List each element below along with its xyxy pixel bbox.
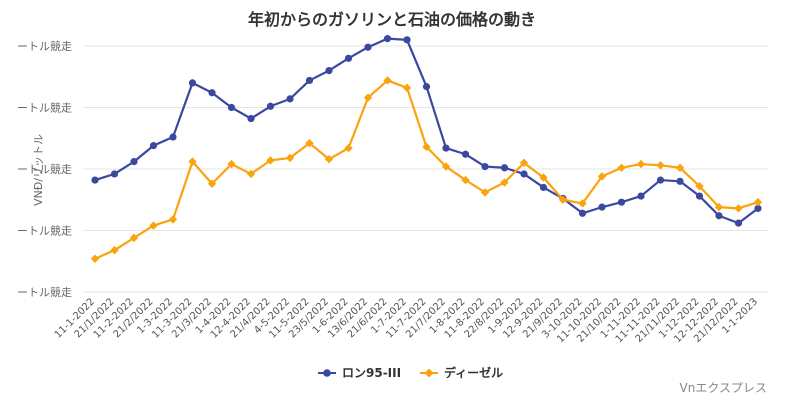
data-point bbox=[539, 183, 548, 192]
data-point bbox=[383, 76, 392, 85]
data-point bbox=[754, 204, 762, 212]
data-point bbox=[675, 163, 685, 172]
data-point bbox=[598, 203, 606, 211]
data-point bbox=[636, 159, 646, 169]
data-point bbox=[149, 221, 158, 230]
y-tick-label: ートル競走 bbox=[17, 39, 72, 53]
data-point bbox=[227, 103, 236, 112]
data-point bbox=[500, 164, 509, 172]
legend-marker bbox=[323, 369, 331, 377]
data-point bbox=[676, 177, 684, 185]
data-point bbox=[578, 209, 587, 217]
data-point bbox=[246, 169, 256, 179]
series-lines bbox=[90, 35, 763, 263]
data-point bbox=[324, 154, 334, 164]
data-point bbox=[656, 176, 665, 184]
data-point bbox=[520, 170, 528, 178]
data-point bbox=[286, 95, 294, 103]
data-point bbox=[383, 35, 392, 43]
data-point bbox=[266, 156, 275, 165]
data-point bbox=[285, 153, 295, 163]
data-point bbox=[480, 188, 490, 197]
data-point bbox=[695, 192, 704, 200]
data-point bbox=[714, 202, 724, 212]
y-axis-label: VNĐ/リットル bbox=[32, 134, 45, 206]
data-point bbox=[266, 102, 275, 110]
data-point bbox=[207, 179, 217, 188]
data-point bbox=[169, 133, 177, 141]
y-tick-label: ートル競走 bbox=[17, 285, 72, 299]
data-point bbox=[558, 195, 568, 204]
data-point bbox=[149, 142, 158, 150]
data-point bbox=[188, 79, 197, 87]
data-point bbox=[91, 176, 99, 184]
legend-label: ディーゼル bbox=[444, 365, 503, 380]
x-tick-labels: 11-1-202221/1/202211-2-202221/2/20221-3-… bbox=[53, 296, 760, 345]
data-point bbox=[695, 182, 704, 191]
data-point bbox=[188, 157, 197, 166]
data-point bbox=[734, 219, 743, 227]
data-point bbox=[168, 215, 178, 224]
data-point bbox=[208, 89, 216, 97]
data-point bbox=[305, 138, 314, 148]
source-credit: Vnエクスプレス bbox=[680, 381, 767, 395]
y-tick-label: ートル競走 bbox=[17, 224, 72, 238]
data-point bbox=[247, 114, 255, 123]
legend-item-diesel: ディーゼル bbox=[420, 365, 503, 380]
data-point bbox=[617, 163, 626, 172]
data-point bbox=[597, 172, 607, 181]
data-point bbox=[130, 158, 138, 166]
data-point bbox=[441, 162, 451, 171]
data-point bbox=[403, 36, 411, 44]
data-point bbox=[461, 150, 470, 158]
data-point bbox=[519, 158, 529, 168]
data-point bbox=[461, 175, 470, 185]
data-point bbox=[305, 76, 314, 85]
legend-label: ロン95-III bbox=[342, 366, 401, 380]
data-point bbox=[500, 178, 509, 187]
data-point bbox=[129, 233, 139, 243]
series-line bbox=[94, 37, 759, 225]
data-point bbox=[110, 245, 119, 255]
data-point bbox=[481, 162, 489, 171]
data-point bbox=[402, 83, 412, 93]
data-point bbox=[344, 54, 353, 62]
data-point bbox=[90, 254, 100, 263]
y-tick-label: ートル競走 bbox=[17, 162, 72, 176]
data-point bbox=[344, 143, 353, 153]
data-point bbox=[422, 142, 431, 152]
chart-title: 年初からのガソリンと石油の価格の動き bbox=[248, 10, 536, 29]
data-point bbox=[617, 198, 626, 206]
data-point bbox=[422, 82, 431, 91]
data-point bbox=[110, 170, 119, 178]
grid-lines bbox=[83, 45, 768, 293]
data-point bbox=[656, 161, 665, 170]
data-point bbox=[539, 173, 548, 182]
data-point bbox=[715, 212, 723, 220]
legend-item-ron95: ロン95-III bbox=[318, 366, 401, 380]
data-point bbox=[325, 67, 333, 75]
data-point bbox=[227, 159, 236, 169]
data-point bbox=[734, 204, 743, 213]
series-diesel bbox=[90, 76, 763, 263]
legend: ロン95-III ディーゼル bbox=[318, 365, 503, 380]
series-ron95 bbox=[91, 35, 762, 227]
y-tick-label: ートル競走 bbox=[17, 101, 72, 115]
legend-marker bbox=[424, 368, 434, 378]
data-point bbox=[578, 199, 587, 208]
data-point bbox=[442, 144, 450, 152]
data-point bbox=[364, 43, 372, 51]
data-point bbox=[637, 192, 645, 200]
data-point bbox=[753, 198, 763, 207]
data-point bbox=[363, 93, 373, 102]
